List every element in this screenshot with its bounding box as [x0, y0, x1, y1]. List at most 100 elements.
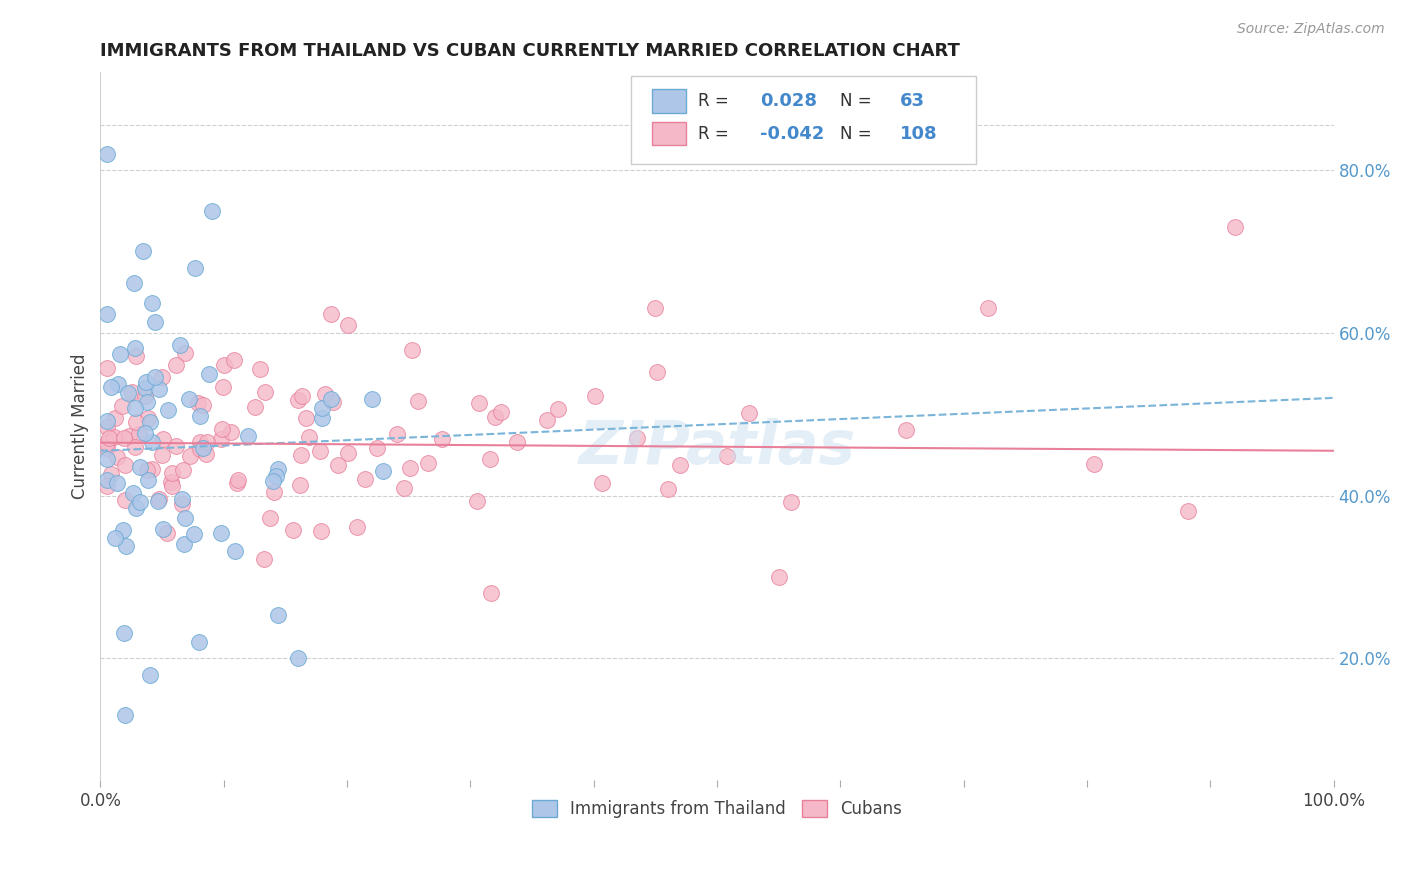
Point: [159, 475, 181, 489]
Point: [259, 510, 281, 524]
Point: [96, 420, 118, 434]
Point: [479, 586, 502, 600]
Point: [134, 389, 156, 403]
Point: [626, 431, 648, 445]
Point: [267, 607, 290, 622]
Point: [183, 527, 205, 541]
Point: [465, 493, 488, 508]
Point: [114, 458, 136, 473]
Y-axis label: Currently Married: Currently Married: [72, 353, 89, 500]
Point: [1223, 220, 1246, 235]
Point: [162, 479, 184, 493]
Point: [360, 392, 382, 407]
Point: [152, 432, 174, 446]
Point: [311, 410, 333, 425]
Point: [226, 473, 249, 487]
Point: [172, 463, 194, 477]
Point: [337, 445, 360, 459]
Point: [768, 570, 790, 584]
Point: [385, 426, 408, 441]
Point: [105, 476, 128, 491]
Point: [209, 525, 232, 540]
Point: [135, 375, 157, 389]
Point: [135, 463, 157, 477]
Point: [169, 337, 191, 351]
Point: [174, 346, 197, 360]
Point: [253, 551, 276, 566]
Bar: [651, 89, 686, 112]
Bar: [651, 122, 686, 145]
Point: [96, 436, 118, 450]
Point: [107, 376, 129, 391]
Point: [195, 434, 218, 449]
Text: R =: R =: [699, 125, 730, 143]
Text: IMMIGRANTS FROM THAILAND VS CUBAN CURRENTLY MARRIED CORRELATION CHART: IMMIGRANTS FROM THAILAND VS CUBAN CURREN…: [100, 42, 960, 60]
Point: [124, 341, 146, 355]
Point: [779, 495, 801, 509]
Point: [138, 667, 160, 681]
Point: [188, 409, 211, 424]
Point: [319, 307, 342, 321]
Point: [290, 449, 312, 463]
Point: [132, 244, 155, 259]
Point: [354, 472, 377, 486]
Point: [326, 458, 349, 472]
Point: [129, 495, 152, 509]
Point: [96, 414, 118, 428]
Point: [186, 396, 208, 410]
Point: [121, 384, 143, 399]
Point: [173, 537, 195, 551]
Point: [136, 394, 159, 409]
Text: 63: 63: [900, 92, 925, 110]
Point: [738, 406, 761, 420]
Point: [157, 402, 180, 417]
Point: [392, 482, 415, 496]
Point: [150, 448, 173, 462]
Point: [104, 531, 127, 545]
Point: [716, 449, 738, 463]
Point: [263, 484, 285, 499]
Point: [96, 479, 118, 493]
Text: Source: ZipAtlas.com: Source: ZipAtlas.com: [1237, 22, 1385, 37]
FancyBboxPatch shape: [631, 76, 976, 164]
Point: [430, 432, 453, 446]
Point: [112, 431, 135, 445]
Point: [506, 434, 529, 449]
Legend: Immigrants from Thailand, Cubans: Immigrants from Thailand, Cubans: [524, 794, 910, 825]
Point: [111, 399, 134, 413]
Point: [197, 367, 219, 381]
Point: [536, 413, 558, 427]
Text: R =: R =: [699, 92, 730, 110]
Point: [290, 389, 312, 403]
Text: 0.028: 0.028: [761, 92, 817, 110]
Point: [212, 380, 235, 394]
Point: [114, 539, 136, 553]
Point: [894, 423, 917, 437]
Point: [179, 449, 201, 463]
Point: [138, 473, 160, 487]
Point: [194, 447, 217, 461]
Point: [298, 430, 321, 444]
Point: [143, 370, 166, 384]
Point: [644, 301, 666, 316]
Point: [201, 203, 224, 218]
Point: [152, 522, 174, 536]
Point: [337, 318, 360, 333]
Point: [287, 650, 309, 665]
Point: [121, 486, 143, 500]
Point: [657, 482, 679, 496]
Point: [143, 315, 166, 329]
Text: ZIPatlas: ZIPatlas: [578, 418, 856, 477]
Point: [172, 491, 194, 506]
Point: [489, 405, 512, 419]
Point: [238, 428, 260, 442]
Point: [191, 398, 214, 412]
Point: [479, 452, 502, 467]
Point: [309, 524, 332, 538]
Point: [112, 524, 135, 538]
Point: [647, 365, 669, 379]
Point: [141, 462, 163, 476]
Point: [322, 395, 344, 409]
Point: [165, 439, 187, 453]
Point: [112, 626, 135, 640]
